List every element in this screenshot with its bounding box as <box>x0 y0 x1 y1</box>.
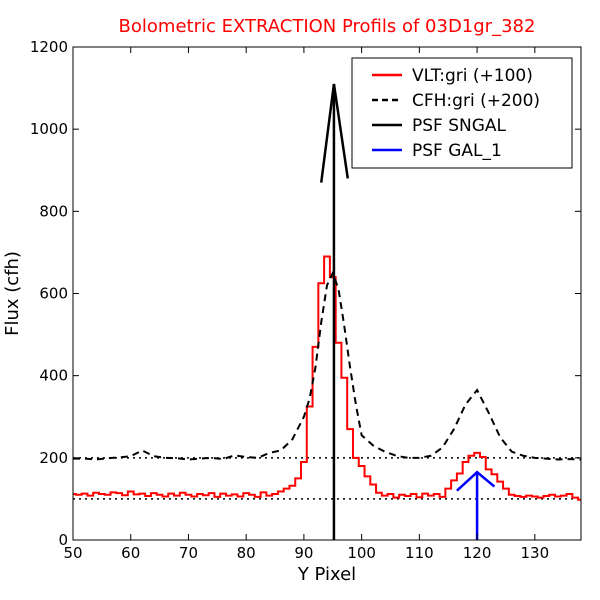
x-tick-label: 110 <box>405 544 434 562</box>
y-axis-label: Flux (cfh) <box>2 251 23 336</box>
legend-label: VLT:gri (+100) <box>412 66 533 86</box>
chart-title: Bolometric EXTRACTION Profils of 03D1gr_… <box>119 16 536 37</box>
legend: VLT:gri (+100) CFH:gri (+200) PSF SNGAL PSF… <box>351 57 573 169</box>
x-tick-label: 70 <box>179 544 198 562</box>
series-vlt-gri-100 <box>73 255 581 501</box>
series-psf-gal-1-arrowhead <box>456 470 496 492</box>
series-layer <box>73 83 581 540</box>
legend-label: PSF GAL_1 <box>412 141 502 161</box>
y-tick-label: 400 <box>39 367 68 385</box>
x-tick-label: 90 <box>294 544 313 562</box>
series-psf-sngal-arrowhead <box>319 83 350 183</box>
x-tick-label: 130 <box>520 544 549 562</box>
series-cfh-gri-200 <box>73 270 581 461</box>
x-axis-label: Y Pixel <box>297 564 356 585</box>
x-tick-label: 100 <box>347 544 376 562</box>
y-tick-label: 600 <box>39 285 68 303</box>
x-tick-label: 80 <box>237 544 256 562</box>
y-tick-label: 1000 <box>30 120 68 138</box>
axis-ticks: 50 60 70 80 90 100 110 120 130 0 200 400 600 800 1000 1… <box>30 38 581 562</box>
x-tick-label: 60 <box>121 544 140 562</box>
y-tick-label: 0 <box>58 531 68 549</box>
y-tick-label: 1200 <box>30 38 68 56</box>
y-tick-label: 200 <box>39 449 68 467</box>
reference-lines <box>73 457 581 500</box>
legend-label: PSF SNGAL <box>412 116 507 136</box>
legend-label: CFH:gri (+200) <box>412 91 540 111</box>
x-tick-label: 120 <box>463 544 492 562</box>
y-tick-label: 800 <box>39 202 68 220</box>
x-tick-label: 50 <box>63 544 82 562</box>
